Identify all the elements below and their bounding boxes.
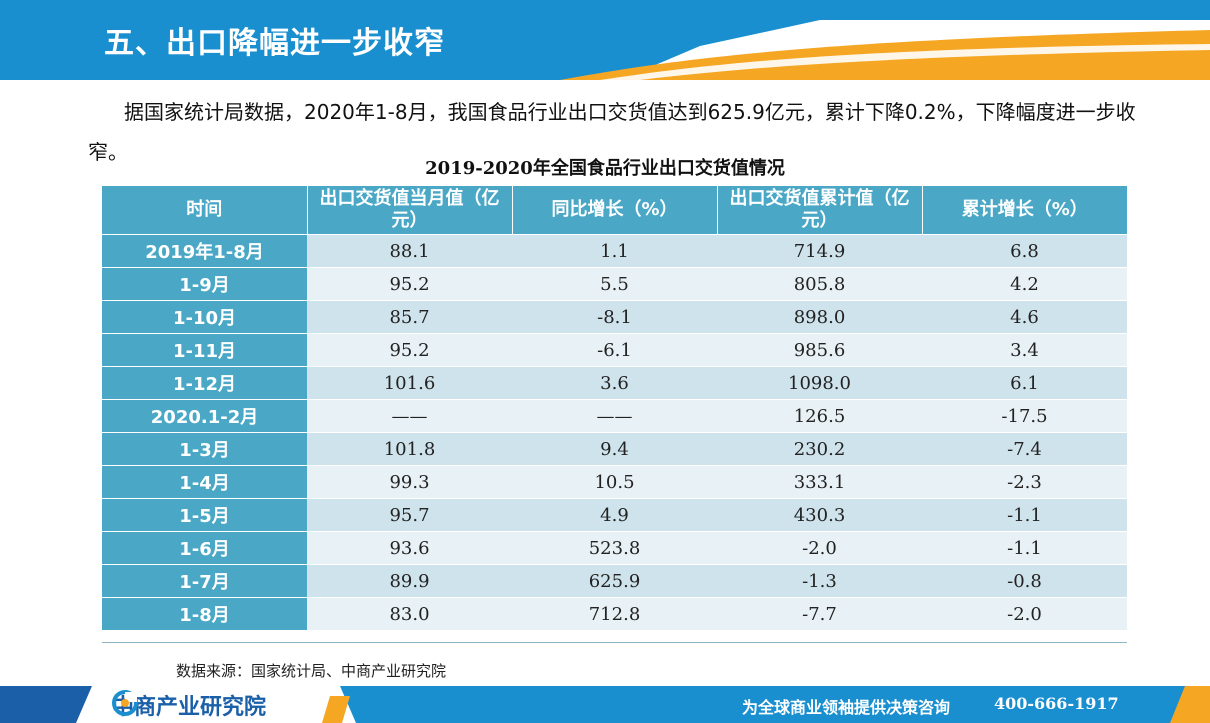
- table-cell-value: 89.9: [307, 564, 512, 598]
- table-row: 1-11月 95.2 -6.1 985.6 3.4: [102, 333, 1127, 367]
- table-cell-time: 1-9月: [102, 267, 307, 301]
- table-cell-value: 9.4: [512, 432, 717, 466]
- table-cell-value: 83.0: [307, 597, 512, 630]
- table-cell-value: -7.7: [717, 597, 922, 630]
- table-row: 1-12月 101.6 3.6 1098.0 6.1: [102, 366, 1127, 400]
- footer-phone: 400-666-1917: [994, 694, 1119, 713]
- table-cell-time: 1-4月: [102, 465, 307, 499]
- company-logo-text: 中商产业研究院: [112, 695, 267, 720]
- table-cell-value: 101.8: [307, 432, 512, 466]
- table-cell-value: 6.1: [922, 366, 1127, 400]
- table-row: 1-9月 95.2 5.5 805.8 4.2: [102, 267, 1127, 301]
- table-cell-value: ——: [307, 399, 512, 433]
- table-cell-value: 230.2: [717, 432, 922, 466]
- table-cell-value: 101.6: [307, 366, 512, 400]
- table-cell-value: ——: [512, 399, 717, 433]
- table-cell-value: 6.8: [922, 234, 1127, 268]
- page-title: 五、出口降幅进一步收窄: [104, 26, 445, 61]
- table-row: 1-8月 83.0 712.8 -7.7 -2.0: [102, 597, 1127, 630]
- table-cell-value: -2.0: [717, 531, 922, 565]
- table-cell-value: 430.3: [717, 498, 922, 532]
- table-cell-value: 4.2: [922, 267, 1127, 301]
- table-row: 1-3月 101.8 9.4 230.2 -7.4: [102, 432, 1127, 466]
- intro-paragraph: 据国家统计局数据，2020年1-8月，我国食品行业出口交货值达到625.9亿元，…: [88, 100, 1136, 164]
- table-cell-value: -1.1: [922, 498, 1127, 532]
- table-cell-time: 1-7月: [102, 564, 307, 598]
- table-row: 1-4月 99.3 10.5 333.1 -2.3: [102, 465, 1127, 499]
- table-bottom-rule: [102, 642, 1127, 643]
- table-title: 2019-2020年全国食品行业出口交货值情况: [425, 158, 785, 179]
- export-value-table: 时间 出口交货值当月值（亿元） 同比增长（%） 出口交货值累计值（亿元） 累计增…: [102, 186, 1127, 630]
- table-cell-value: 4.9: [512, 498, 717, 532]
- header-banner: 五、出口降幅进一步收窄: [0, 0, 1210, 80]
- table-cell-value: 88.1: [307, 234, 512, 268]
- table-row: 2020.1-2月 —— —— 126.5 -17.5: [102, 399, 1127, 433]
- table-cell-value: 93.6: [307, 531, 512, 565]
- table-cell-value: 1.1: [512, 234, 717, 268]
- footer-slogan: 为全球商业领袖提供决策咨询: [742, 698, 951, 717]
- table-cell-value: 3.6: [512, 366, 717, 400]
- table-cell-value: 4.6: [922, 300, 1127, 334]
- table-row: 1-10月 85.7 -8.1 898.0 4.6: [102, 300, 1127, 334]
- table-cell-value: -2.0: [922, 597, 1127, 630]
- table-cell-value: -6.1: [512, 333, 717, 367]
- table-cell-value: -17.5: [922, 399, 1127, 433]
- column-header-monthly-value: 出口交货值当月值（亿元）: [307, 186, 513, 235]
- table-cell-value: 714.9: [717, 234, 922, 268]
- table-cell-value: 3.4: [922, 333, 1127, 367]
- table-cell-value: 126.5: [717, 399, 922, 433]
- column-header-time: 时间: [102, 186, 308, 235]
- table-cell-time: 1-10月: [102, 300, 307, 334]
- table-cell-value: 625.9: [512, 564, 717, 598]
- table-cell-value: 985.6: [717, 333, 922, 367]
- table-cell-value: -8.1: [512, 300, 717, 334]
- table-cell-time: 1-12月: [102, 366, 307, 400]
- table-cell-value: 523.8: [512, 531, 717, 565]
- table-cell-value: 95.2: [307, 267, 512, 301]
- data-source-note: 数据来源：国家统计局、中商产业研究院: [176, 662, 447, 680]
- table-cell-time: 1-6月: [102, 531, 307, 565]
- column-header-cumulative-growth: 累计增长（%）: [922, 186, 1127, 235]
- table-cell-time: 2020.1-2月: [102, 399, 307, 433]
- table-cell-time: 1-5月: [102, 498, 307, 532]
- table-cell-value: 1098.0: [717, 366, 922, 400]
- table-cell-value: 898.0: [717, 300, 922, 334]
- company-logo: 中商产业研究院: [112, 690, 266, 720]
- table-header-row: 时间 出口交货值当月值（亿元） 同比增长（%） 出口交货值累计值（亿元） 累计增…: [102, 186, 1127, 235]
- table-cell-value: 712.8: [512, 597, 717, 630]
- footer-bar: 中商产业研究院 为全球商业领袖提供决策咨询 400-666-1917: [0, 686, 1210, 723]
- table-cell-value: 10.5: [512, 465, 717, 499]
- table-cell-value: -7.4: [922, 432, 1127, 466]
- table-row: 2019年1-8月 88.1 1.1 714.9 6.8: [102, 234, 1127, 268]
- table-cell-value: 805.8: [717, 267, 922, 301]
- table-cell-time: 2019年1-8月: [102, 234, 307, 268]
- table-cell-value: -1.1: [922, 531, 1127, 565]
- table-cell-value: 99.3: [307, 465, 512, 499]
- company-logo-icon: [112, 690, 138, 716]
- table-row: 1-6月 93.6 523.8 -2.0 -1.1: [102, 531, 1127, 565]
- table-cell-value: 5.5: [512, 267, 717, 301]
- table-cell-time: 1-3月: [102, 432, 307, 466]
- table-row: 1-5月 95.7 4.9 430.3 -1.1: [102, 498, 1127, 532]
- table-cell-value: 95.2: [307, 333, 512, 367]
- table-cell-time: 1-11月: [102, 333, 307, 367]
- table-row: 1-7月 89.9 625.9 -1.3 -0.8: [102, 564, 1127, 598]
- table-cell-time: 1-8月: [102, 597, 307, 630]
- table-cell-value: 333.1: [717, 465, 922, 499]
- table-cell-value: 85.7: [307, 300, 512, 334]
- table-cell-value: -1.3: [717, 564, 922, 598]
- table-cell-value: -0.8: [922, 564, 1127, 598]
- footer-background: [0, 686, 1210, 723]
- column-header-cumulative-value: 出口交货值累计值（亿元）: [717, 186, 923, 235]
- table-body: 2019年1-8月 88.1 1.1 714.9 6.8 1-9月 95.2 5.5 805.8…: [102, 234, 1127, 630]
- table-cell-value: 95.7: [307, 498, 512, 532]
- header-background: [0, 0, 1210, 80]
- column-header-yoy-growth: 同比增长（%）: [512, 186, 718, 235]
- table-cell-value: -2.3: [922, 465, 1127, 499]
